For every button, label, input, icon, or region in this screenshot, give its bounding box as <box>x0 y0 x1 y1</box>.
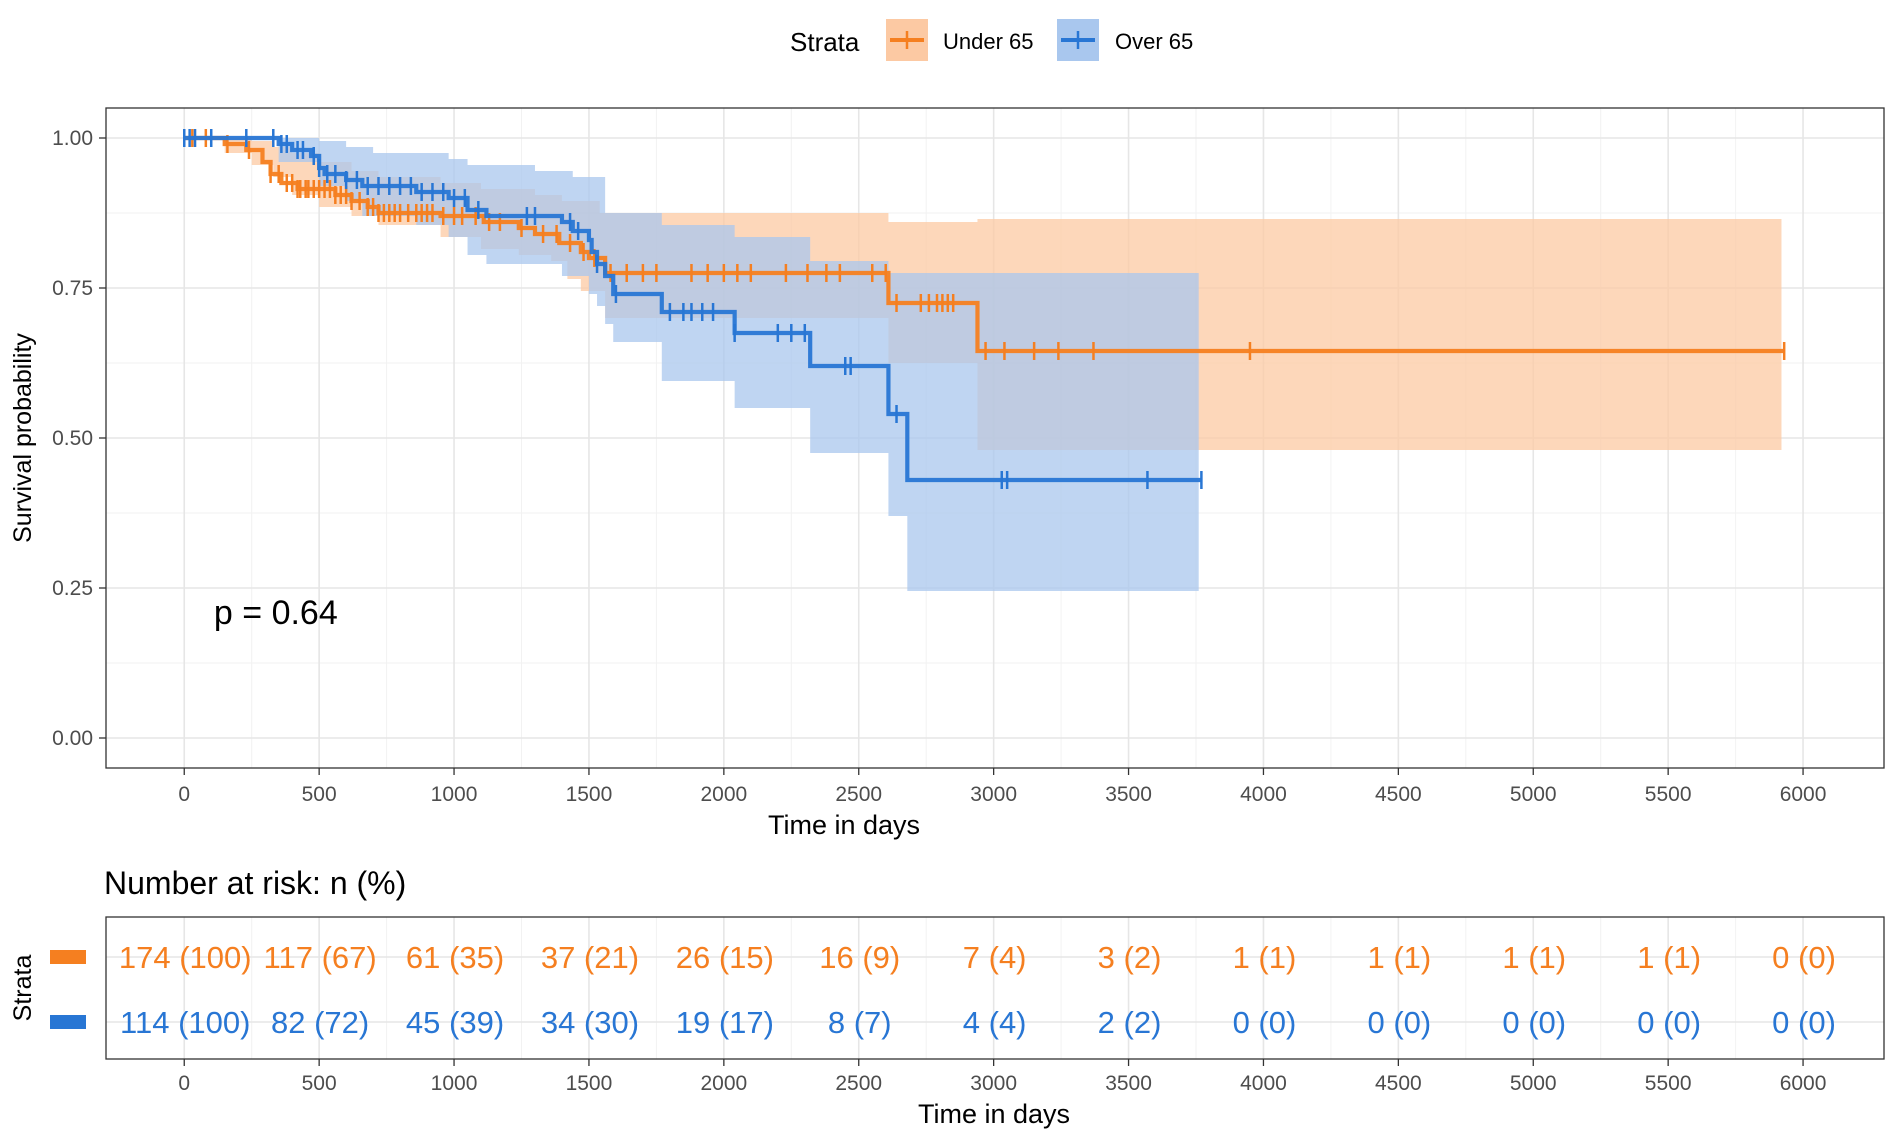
risk-cell-under65: 7 (4) <box>963 940 1027 975</box>
risk-cell-under65: 1 (1) <box>1637 940 1701 975</box>
risk-cell-over65: 34 (30) <box>541 1005 639 1040</box>
x-tick-label: 3000 <box>970 783 1017 806</box>
risk-x-tick-label: 5500 <box>1645 1072 1692 1095</box>
x-tick-label: 1000 <box>431 783 478 806</box>
x-tick-label: 5000 <box>1510 783 1557 806</box>
p-value: p = 0.64 <box>214 594 338 632</box>
y-tick-label: 0.00 <box>52 727 93 750</box>
risk-x-tick-label: 500 <box>302 1072 337 1095</box>
risk-cell-under65: 1 (1) <box>1233 940 1297 975</box>
risk-row-key-under65 <box>50 950 86 964</box>
y-tick-label: 0.50 <box>52 427 93 450</box>
risk-row-key-over65 <box>50 1015 86 1029</box>
risk-x-tick-label: 1500 <box>566 1072 613 1095</box>
y-axis-title: Survival probability <box>9 333 37 543</box>
survival-curves <box>182 129 1786 489</box>
risk-x-tick-label: 2000 <box>700 1072 747 1095</box>
risk-cell-under65: 174 (100) <box>119 940 252 975</box>
x-tick-label: 4000 <box>1240 783 1287 806</box>
y-tick-label: 0.75 <box>52 277 93 300</box>
legend: Strata Under 65 Over 65 <box>790 19 1193 61</box>
risk-table-title: Number at risk: n (%) <box>104 865 406 901</box>
risk-x-tick-label: 4500 <box>1375 1072 1422 1095</box>
risk-x-tick-label: 4000 <box>1240 1072 1287 1095</box>
x-tick-label: 2000 <box>700 783 747 806</box>
risk-cell-under65: 26 (15) <box>676 940 774 975</box>
x-tick-label: 5500 <box>1645 783 1692 806</box>
risk-cell-under65: 1 (1) <box>1502 940 1566 975</box>
y-tick-label: 1.00 <box>52 127 93 150</box>
risk-cell-over65: 0 (0) <box>1367 1005 1431 1040</box>
risk-table: Number at risk: n (%) Strata 174 (100) 11… <box>9 865 1885 1129</box>
risk-x-axis-title: Time in days <box>918 1099 1070 1129</box>
risk-cell-under65: 61 (35) <box>406 940 504 975</box>
ci-band-over65 <box>184 138 1199 591</box>
risk-axes: 0 500 1000 1500 2000 2500 3000 3500 4000 4500 5000… <box>178 1059 1826 1095</box>
risk-cell-over65: 0 (0) <box>1502 1005 1566 1040</box>
legend-item-over65[interactable]: Over 65 <box>1057 19 1193 61</box>
risk-x-tick-label: 6000 <box>1780 1072 1827 1095</box>
risk-cell-over65: 45 (39) <box>406 1005 504 1040</box>
risk-cell-over65: 0 (0) <box>1637 1005 1701 1040</box>
legend-title: Strata <box>790 27 860 57</box>
risk-cell-under65: 3 (2) <box>1098 940 1162 975</box>
main-axes: 0 500 1000 1500 2000 2500 3000 3500 4000 4500 5000… <box>52 127 1826 806</box>
risk-x-tick-label: 1000 <box>431 1072 478 1095</box>
x-tick-label: 500 <box>302 783 337 806</box>
risk-cell-over65: 82 (72) <box>271 1005 369 1040</box>
legend-label-over65: Over 65 <box>1115 29 1193 54</box>
risk-x-tick-label: 3000 <box>970 1072 1017 1095</box>
ci-bands <box>184 138 1782 591</box>
risk-x-tick-label: 3500 <box>1105 1072 1152 1095</box>
risk-panel-border <box>105 916 1885 1060</box>
x-tick-label: 2500 <box>835 783 882 806</box>
risk-cell-over65: 4 (4) <box>963 1005 1027 1040</box>
risk-cell-under65: 16 (9) <box>819 940 900 975</box>
risk-cells: 174 (100) 117 (67) 61 (35) 37 (21) 26 (15) 16… <box>119 940 1836 1040</box>
risk-cell-under65: 37 (21) <box>541 940 639 975</box>
x-tick-label: 0 <box>178 783 190 806</box>
survival-plot: 0 500 1000 1500 2000 2500 3000 3500 4000 4500 5000… <box>9 107 1885 840</box>
risk-cell-over65: 2 (2) <box>1098 1005 1162 1040</box>
risk-cell-over65: 114 (100) <box>120 1005 250 1040</box>
x-tick-label: 3500 <box>1105 783 1152 806</box>
risk-x-tick-label: 2500 <box>835 1072 882 1095</box>
risk-cell-under65: 0 (0) <box>1772 940 1836 975</box>
risk-x-tick-label: 5000 <box>1510 1072 1557 1095</box>
risk-cell-under65: 1 (1) <box>1367 940 1431 975</box>
risk-grid <box>106 917 1884 1059</box>
risk-y-axis-title: Strata <box>9 955 37 1022</box>
risk-cell-under65: 117 (67) <box>264 940 377 975</box>
risk-cell-over65: 0 (0) <box>1772 1005 1836 1040</box>
legend-label-under65: Under 65 <box>943 29 1034 54</box>
risk-cell-over65: 19 (17) <box>676 1005 774 1040</box>
x-tick-label: 6000 <box>1780 783 1827 806</box>
x-axis-title: Time in days <box>768 810 920 840</box>
legend-item-under65[interactable]: Under 65 <box>886 19 1034 61</box>
y-tick-label: 0.25 <box>52 577 93 600</box>
x-tick-label: 4500 <box>1375 783 1422 806</box>
risk-cell-over65: 0 (0) <box>1233 1005 1297 1040</box>
risk-x-tick-label: 0 <box>178 1072 190 1095</box>
survival-curve-under65 <box>184 135 1785 354</box>
risk-cell-over65: 8 (7) <box>828 1005 892 1040</box>
x-tick-label: 1500 <box>566 783 613 806</box>
